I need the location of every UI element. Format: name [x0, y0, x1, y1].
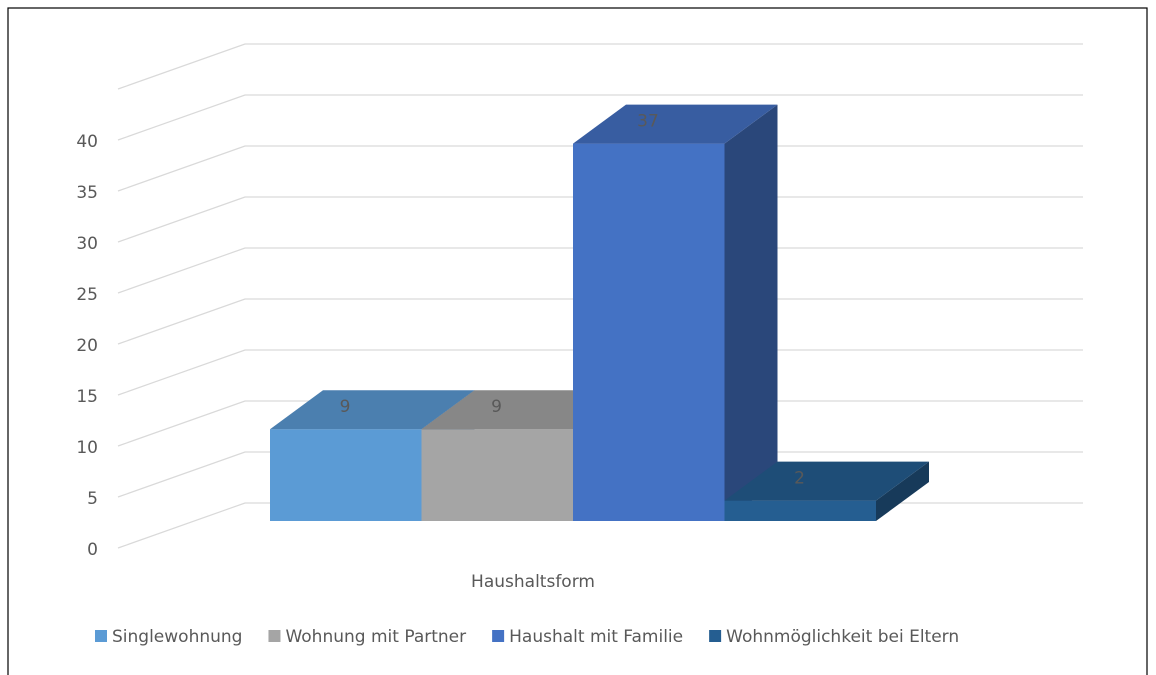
- legend-label: Wohnmöglichkeit bei Eltern: [726, 627, 959, 647]
- data-label: 9: [340, 397, 351, 417]
- data-label: 2: [794, 469, 805, 489]
- y-tick-label: 40: [76, 132, 98, 152]
- data-label: 37: [637, 112, 659, 132]
- bar-top: [573, 104, 778, 144]
- grid-line: [117, 247, 1083, 294]
- y-tick-label: 20: [76, 336, 98, 356]
- legend-label: Haushalt mit Familie: [509, 627, 683, 647]
- y-tick-label: 0: [87, 540, 98, 560]
- legend-label: Singlewohnung: [112, 627, 242, 647]
- grid-line: [117, 94, 1083, 141]
- y-tick-label: 15: [76, 387, 98, 407]
- x-tick-label: Haushaltsform: [471, 572, 595, 592]
- bar-side: [876, 461, 929, 521]
- plot-frame: [117, 43, 1083, 90]
- bar: [724, 500, 876, 521]
- bar-side: [724, 104, 778, 521]
- legend-swatch: [709, 630, 722, 642]
- legend-label: Wohnung mit Partner: [285, 627, 466, 647]
- grid-line: [117, 298, 1083, 345]
- bar-top: [270, 390, 475, 430]
- bar: [421, 429, 573, 521]
- bar: [270, 429, 422, 521]
- bar: [573, 143, 725, 521]
- data-label: 9: [491, 397, 502, 417]
- y-tick-label: 5: [87, 489, 98, 509]
- y-tick-label: 10: [76, 438, 98, 458]
- y-tick-label: 25: [76, 285, 98, 305]
- grid-line: [117, 451, 1083, 498]
- legend-swatch: [268, 630, 281, 642]
- grid-line: [117, 400, 1083, 447]
- grid-line: [117, 349, 1083, 396]
- grid-line: [117, 196, 1083, 243]
- legend-swatch: [492, 630, 505, 642]
- bar-top: [724, 461, 929, 501]
- legend-swatch: [95, 630, 107, 642]
- grid-line: [117, 145, 1083, 192]
- y-tick-label: 30: [76, 234, 98, 254]
- y-tick-label: 35: [76, 183, 98, 203]
